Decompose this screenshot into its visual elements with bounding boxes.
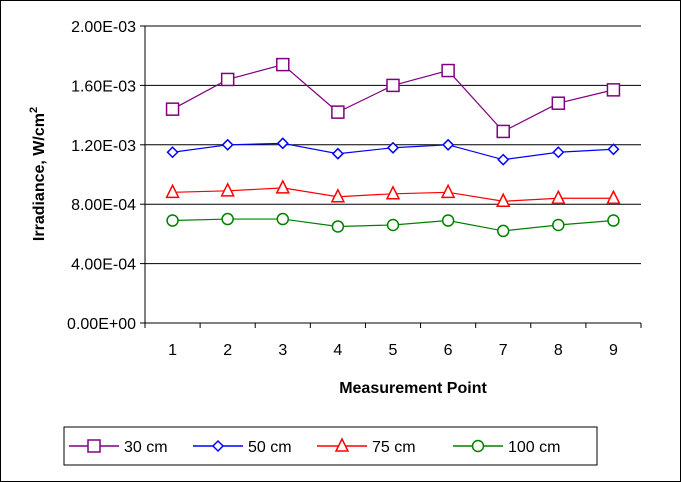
legend-marker-75-cm [334, 437, 350, 452]
data-point-30-cm [441, 63, 455, 78]
data-point-30-cm [276, 57, 290, 72]
legend-item-50-cm: 50 cm [193, 439, 292, 456]
x-tick-label: 1 [168, 342, 177, 359]
x-tick-label: 4 [333, 342, 342, 359]
y-tick-label: 8.00E-04 [71, 197, 136, 214]
x-tick-label: 9 [609, 342, 618, 359]
data-point-100-cm [386, 218, 400, 232]
legend-label-100-cm: 100 cm [508, 439, 560, 456]
data-point-100-cm [331, 220, 345, 233]
legend: 30 cm 50 cm 75 cm 100 cm [69, 437, 560, 456]
data-point-50-cm [552, 146, 565, 159]
data-point-50-cm [331, 147, 344, 160]
data-point-50-cm [607, 143, 620, 156]
data-point-50-cm [497, 153, 510, 166]
y-axis-title-group: Irradiance, W/cm2 [28, 107, 48, 241]
y-tick-label: 1.60E-03 [71, 78, 136, 95]
series-100-cm [166, 212, 620, 238]
y-tick-label: 1.20E-03 [71, 138, 136, 155]
data-point-75-cm [165, 183, 180, 199]
series-75-cm [165, 179, 621, 207]
data-point-100-cm [276, 212, 290, 226]
axes: 0.00E+00 4.00E-04 8.00E-04 1.20E-03 1.60E-03… [67, 19, 642, 359]
legend-item-30-cm: 30 cm [69, 439, 168, 456]
plot-area [145, 26, 641, 323]
series-30-cm [165, 57, 621, 139]
x-tick-label: 2 [223, 342, 232, 359]
data-point-30-cm [220, 72, 235, 87]
legend-marker-100-cm [471, 439, 485, 453]
x-tick-label: 6 [444, 342, 453, 359]
y-tick-label: 4.00E-04 [71, 257, 136, 274]
data-point-100-cm [496, 224, 510, 238]
data-point-30-cm [165, 102, 180, 116]
data-point-100-cm [552, 218, 565, 232]
data-point-30-cm [496, 124, 510, 139]
legend-label-75-cm: 75 cm [372, 439, 416, 456]
data-point-30-cm [331, 105, 345, 119]
data-point-30-cm [386, 78, 400, 93]
data-point-75-cm [220, 182, 235, 197]
y-axis-title-main: Irradiance, W/cm [31, 113, 48, 241]
x-tick-label: 7 [499, 342, 508, 359]
data-point-100-cm [166, 214, 179, 227]
y-axis-title: Irradiance, W/cm2 [28, 107, 48, 241]
data-point-50-cm [166, 146, 179, 159]
x-tick-label: 8 [554, 342, 563, 359]
data-point-75-cm [496, 192, 511, 207]
data-point-50-cm [276, 137, 289, 150]
series-layer [165, 57, 621, 238]
y-tick-label: 0.00E+00 [67, 316, 136, 333]
data-point-75-cm [440, 183, 456, 199]
data-point-100-cm [607, 214, 620, 227]
y-tick-label: 2.00E-03 [71, 19, 136, 36]
data-point-100-cm [221, 212, 234, 226]
legend-marker-50-cm [211, 439, 225, 453]
data-point-75-cm [606, 189, 621, 205]
data-point-75-cm [551, 189, 566, 205]
data-point-50-cm [442, 138, 455, 151]
legend-item-75-cm: 75 cm [317, 437, 416, 456]
series-50-cm [166, 137, 620, 166]
data-point-30-cm [551, 96, 566, 110]
data-point-75-cm [275, 179, 290, 194]
data-point-75-cm [330, 188, 346, 203]
y-axis-title-superscript: 2 [28, 107, 40, 113]
x-tick-label: 3 [278, 342, 287, 359]
legend-item-100-cm: 100 cm [453, 439, 560, 456]
data-point-50-cm [221, 138, 234, 151]
legend-marker-30-cm [87, 439, 101, 453]
legend-label-50-cm: 50 cm [248, 439, 292, 456]
data-point-75-cm [385, 185, 401, 200]
x-tick-label: 5 [389, 342, 398, 359]
data-point-100-cm [441, 214, 455, 227]
data-point-30-cm [606, 83, 621, 97]
data-point-50-cm [386, 141, 400, 154]
x-axis-title: Measurement Point [339, 380, 487, 397]
legend-label-30-cm: 30 cm [124, 439, 168, 456]
